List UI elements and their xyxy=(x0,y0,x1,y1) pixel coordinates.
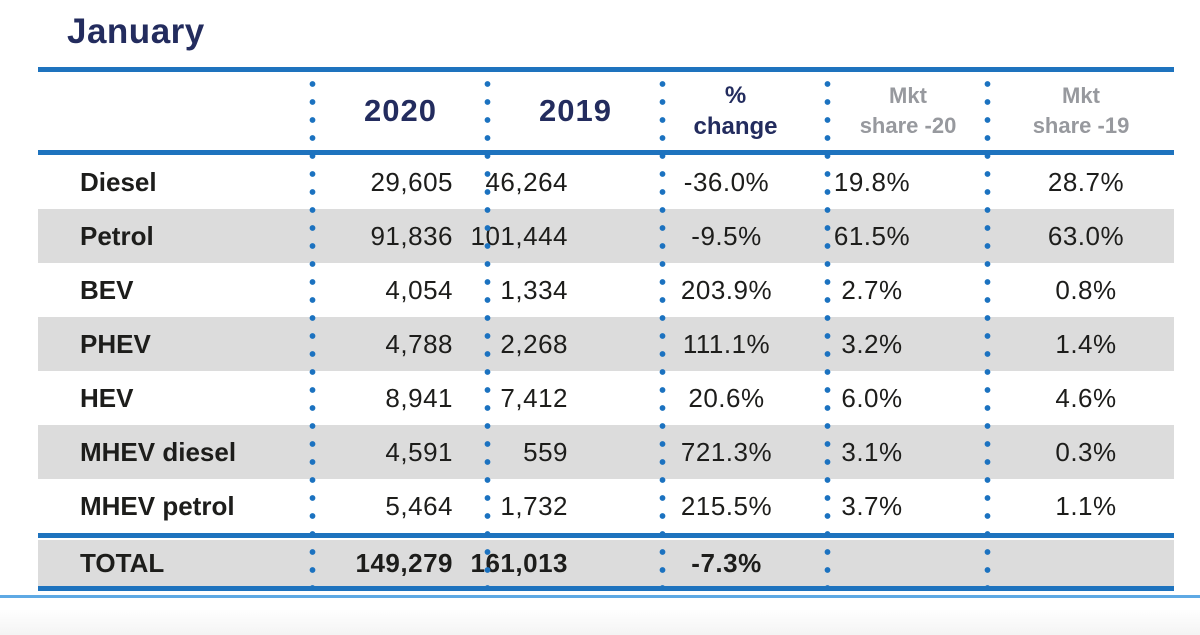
value-mkt-share-20 xyxy=(828,540,988,586)
dotted-column-separator xyxy=(984,72,991,586)
table-header-row: 2020 2019 % change Mkt share -20 Mkt sha… xyxy=(38,72,1174,150)
value-2020: 29,605 xyxy=(370,166,453,197)
value-2020: 4,054 xyxy=(385,274,453,305)
total-row: TOTAL 149,279 161,013 -7.3% xyxy=(38,540,1174,586)
row-label: Petrol xyxy=(80,220,154,251)
column-header-mkt-share-19: Mkt share -19 xyxy=(988,72,1174,150)
dotted-column-separator xyxy=(824,72,831,586)
header-line: Mkt xyxy=(889,83,927,108)
header-divider-line xyxy=(38,150,1174,155)
value-2019: 1,732 xyxy=(500,490,568,521)
value-2020: 91,836 xyxy=(370,220,453,251)
value-mkt-share-19: 4.6% xyxy=(1055,382,1117,413)
row-label: PHEV xyxy=(80,328,151,359)
table-row: HEV 8,941 7,412 20.6% 6.0% 4.6% xyxy=(38,371,1174,425)
value-mkt-share-19: 28.7% xyxy=(1047,166,1125,197)
divider-gap xyxy=(38,538,1174,540)
table-row: MHEV diesel 4,591 559 721.3% 3.1% 0.3% xyxy=(38,425,1174,479)
value-mkt-share-20: 3.1% xyxy=(841,436,903,467)
header-line: share -19 xyxy=(1032,113,1130,138)
value-2019: 161,013 xyxy=(470,547,568,578)
value-2020: 4,591 xyxy=(385,436,453,467)
value-2019: 2,268 xyxy=(500,328,568,359)
value-2019: 1,334 xyxy=(500,274,568,305)
value-mkt-share-20: 3.7% xyxy=(841,490,903,521)
value-2019: 46,264 xyxy=(485,166,568,197)
value-mkt-share-19: 0.3% xyxy=(1055,436,1117,467)
value-pct-change: 20.6% xyxy=(688,382,765,413)
value-mkt-share-20: 61.5% xyxy=(833,220,911,251)
value-mkt-share-19: 1.1% xyxy=(1055,490,1117,521)
value-mkt-share-20: 6.0% xyxy=(841,382,903,413)
total-top-border xyxy=(38,533,1174,538)
header-line: % xyxy=(724,82,747,109)
value-2019: 7,412 xyxy=(500,382,568,413)
value-pct-change: 721.3% xyxy=(680,436,773,467)
value-pct-change: -9.5% xyxy=(691,220,762,251)
value-2020: 149,279 xyxy=(355,547,453,578)
table-row: MHEV petrol 5,464 1,732 215.5% 3.7% 1.1% xyxy=(38,479,1174,533)
row-label: HEV xyxy=(80,382,134,413)
table-row: BEV 4,054 1,334 203.9% 2.7% 0.8% xyxy=(38,263,1174,317)
value-mkt-share-20: 2.7% xyxy=(841,274,903,305)
value-pct-change: 215.5% xyxy=(680,490,773,521)
row-label: Diesel xyxy=(80,166,157,197)
column-header-blank xyxy=(38,72,313,150)
header-line: Mkt xyxy=(1062,83,1100,108)
page-title: January xyxy=(67,12,205,51)
value-2019: 559 xyxy=(523,436,568,467)
value-mkt-share-19 xyxy=(988,540,1174,586)
value-pct-change: -7.3% xyxy=(691,547,762,578)
value-mkt-share-19: 1.4% xyxy=(1055,328,1117,359)
dotted-column-separator xyxy=(659,72,666,586)
registrations-table: 2020 2019 % change Mkt share -20 Mkt sha… xyxy=(38,67,1174,591)
header-line: share -20 xyxy=(859,113,957,138)
row-label: BEV xyxy=(80,274,134,305)
value-2020: 4,788 xyxy=(385,328,453,359)
table-bottom-border xyxy=(38,586,1174,591)
value-2020: 5,464 xyxy=(385,490,453,521)
column-header-2019: 2019 xyxy=(539,93,612,128)
value-mkt-share-19: 0.8% xyxy=(1055,274,1117,305)
value-2019: 101,444 xyxy=(470,220,568,251)
table-row: Petrol 91,836 101,444 -9.5% 61.5% 63.0% xyxy=(38,209,1174,263)
column-header-pct-change: % change xyxy=(663,72,828,150)
column-header-2020: 2020 xyxy=(364,93,437,128)
value-pct-change: 203.9% xyxy=(680,274,773,305)
column-header-mkt-share-20: Mkt share -20 xyxy=(828,72,988,150)
value-mkt-share-20: 3.2% xyxy=(841,328,903,359)
bottom-accent-line xyxy=(0,595,1200,598)
value-pct-change: 111.1% xyxy=(682,328,771,359)
value-mkt-share-20: 19.8% xyxy=(833,166,911,197)
value-pct-change: -36.0% xyxy=(683,166,770,197)
value-2020: 8,941 xyxy=(385,382,453,413)
table-row: Diesel 29,605 46,264 -36.0% 19.8% 28.7% xyxy=(38,155,1174,209)
table-top-border xyxy=(38,67,1174,72)
dotted-column-separator xyxy=(309,72,316,586)
header-line: change xyxy=(693,113,778,140)
dotted-column-separator xyxy=(484,72,491,586)
bottom-fade xyxy=(0,609,1200,635)
table-body: Diesel 29,605 46,264 -36.0% 19.8% 28.7% Petrol… xyxy=(38,155,1174,533)
value-mkt-share-19: 63.0% xyxy=(1047,220,1125,251)
table-row: PHEV 4,788 2,268 111.1% 3.2% 1.4% xyxy=(38,317,1174,371)
row-label: MHEV diesel xyxy=(80,436,237,467)
row-label: MHEV petrol xyxy=(80,490,235,521)
row-label: TOTAL xyxy=(80,547,165,578)
